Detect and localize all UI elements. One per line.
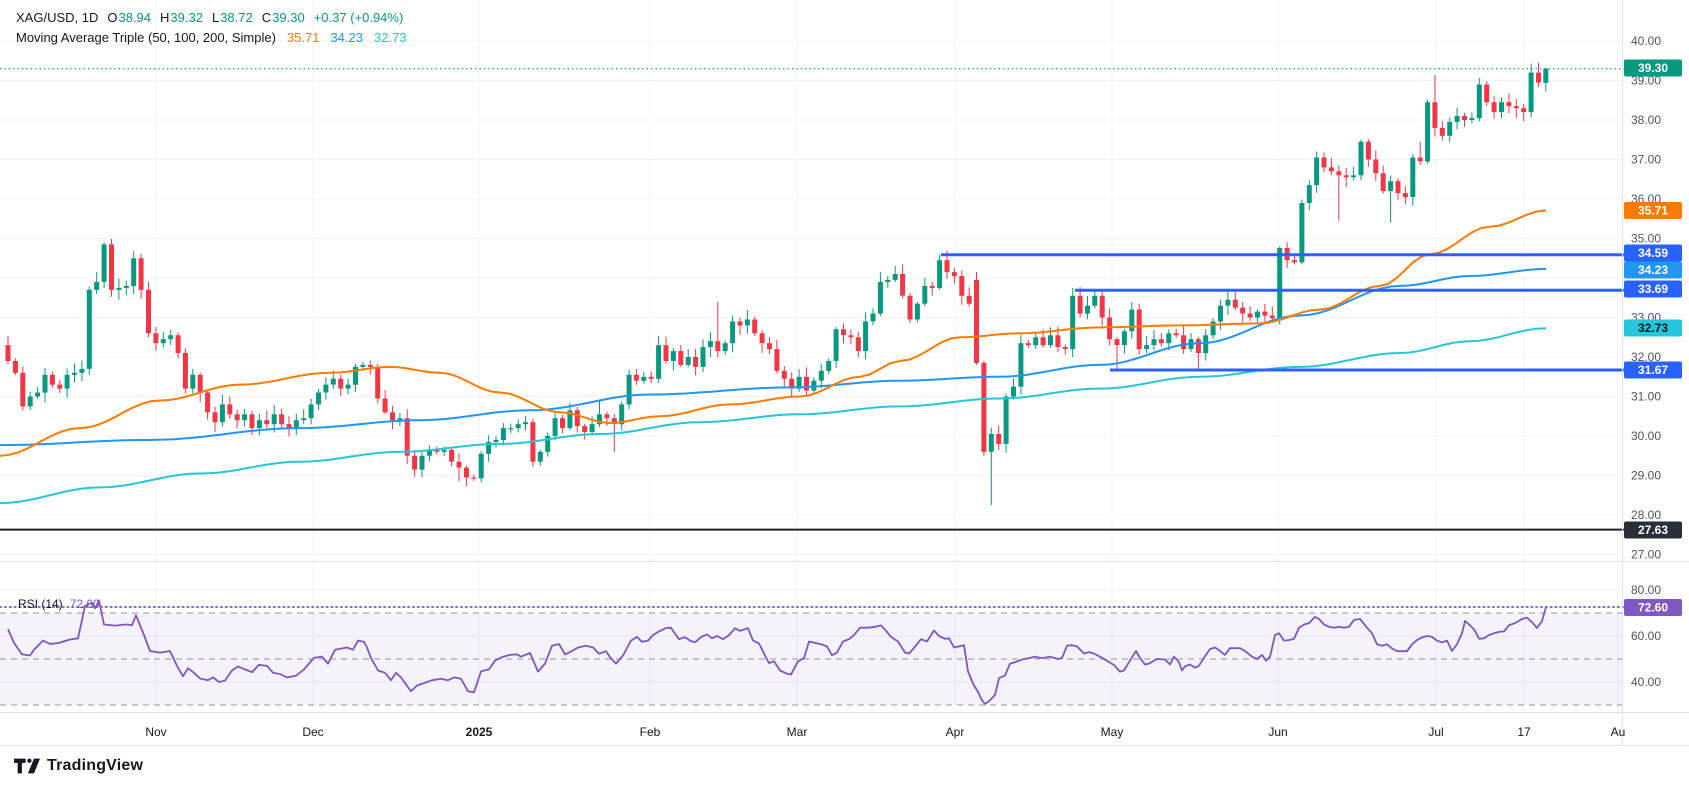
svg-text:Nov: Nov <box>145 725 166 739</box>
svg-text:34.23: 34.23 <box>1638 263 1668 277</box>
svg-text:40.00: 40.00 <box>1631 34 1661 48</box>
ohlc-key: C <box>261 10 272 25</box>
ohlc-key: O <box>107 10 118 25</box>
symbol-row: XAG/USD, 1D O38.94 H39.32 L38.72 C39.30 +0.37… <box>16 8 407 28</box>
svg-text:17: 17 <box>1517 725 1531 739</box>
svg-text:May: May <box>1101 725 1124 739</box>
svg-text:40.00: 40.00 <box>1631 675 1661 689</box>
rsi-line <box>7 599 1547 705</box>
svg-text:30.00: 30.00 <box>1631 429 1661 443</box>
svg-text:Jun: Jun <box>1268 725 1287 739</box>
time-axis[interactable]: Nov Dec 2025 Feb Mar Apr May Jun Jul 17 Au <box>145 725 1625 739</box>
candles[interactable] <box>5 62 1549 506</box>
svg-text:Mar: Mar <box>787 725 808 739</box>
svg-text:39.30: 39.30 <box>1638 61 1668 75</box>
ma200-line <box>0 327 1547 505</box>
ohlc-key: H <box>160 10 170 25</box>
change-value: +0.37 (+0.94%) <box>313 10 404 25</box>
svg-text:39.00: 39.00 <box>1631 74 1661 88</box>
svg-text:60.00: 60.00 <box>1631 629 1661 643</box>
svg-text:32.73: 32.73 <box>1638 321 1668 335</box>
ma50-line <box>0 209 1547 457</box>
svg-text:27.63: 27.63 <box>1638 523 1668 537</box>
svg-text:Au: Au <box>1611 725 1626 739</box>
svg-text:29.00: 29.00 <box>1631 469 1661 483</box>
svg-text:34.59: 34.59 <box>1638 246 1668 260</box>
rsi-indicator-label[interactable]: RSI (14) 72.60 <box>18 597 100 611</box>
ma-value: 35.71 <box>286 30 320 45</box>
tradingview-logo-text: TradingView <box>47 757 144 774</box>
ma-value: 32.73 <box>374 30 407 45</box>
grid-horizontal-price <box>0 40 1622 555</box>
svg-text:28.00: 28.00 <box>1631 508 1661 522</box>
ma-indicator-row: Moving Average Triple (50, 100, 200, Sim… <box>16 28 407 48</box>
svg-text:72.60: 72.60 <box>1638 601 1668 615</box>
svg-text:31.67: 31.67 <box>1638 363 1668 377</box>
tradingview-logo[interactable]: TradingView <box>14 757 143 775</box>
svg-text:27.00: 27.00 <box>1631 548 1661 562</box>
svg-text:32.00: 32.00 <box>1631 350 1661 364</box>
ohlc-key: L <box>211 10 220 25</box>
svg-text:35.00: 35.00 <box>1631 232 1661 246</box>
rsi-value: 72.60 <box>69 597 100 611</box>
rsi-name: RSI (14) <box>18 597 63 611</box>
ohlc-value: 38.94 <box>118 10 152 25</box>
svg-text:35.71: 35.71 <box>1638 204 1668 218</box>
svg-text:2025: 2025 <box>466 725 493 739</box>
svg-text:37.00: 37.00 <box>1631 153 1661 167</box>
grid-horizontal-rsi <box>0 589 1622 683</box>
svg-text:Feb: Feb <box>640 725 661 739</box>
ohlc-value: 38.72 <box>220 10 253 25</box>
ma-value: 34.23 <box>330 30 363 45</box>
tradingview-logo-icon <box>14 758 40 774</box>
svg-text:Apr: Apr <box>946 725 965 739</box>
ohlc-value: 39.32 <box>170 10 203 25</box>
legend: XAG/USD, 1D O38.94 H39.32 L38.72 C39.30 +0.37… <box>16 8 407 48</box>
price-axis-badges: 39.30 35.71 34.59 34.23 33.69 32.73 31.67 27.63… <box>1624 59 1682 616</box>
symbol-title[interactable]: XAG/USD, 1D <box>16 10 99 25</box>
svg-text:31.00: 31.00 <box>1631 390 1661 404</box>
svg-text:33.69: 33.69 <box>1638 282 1668 296</box>
ohlc-values: O38.94 H39.32 L38.72 C39.30 <box>98 10 304 25</box>
ma-values: 35.71 34.23 32.73 <box>276 30 407 45</box>
ma-indicator-title[interactable]: Moving Average Triple (50, 100, 200, Sim… <box>16 30 276 45</box>
svg-text:38.00: 38.00 <box>1631 113 1661 127</box>
svg-text:Jul: Jul <box>1428 725 1443 739</box>
svg-text:80.00: 80.00 <box>1631 583 1661 597</box>
svg-text:Dec: Dec <box>302 725 323 739</box>
ohlc-value: 39.30 <box>272 10 305 25</box>
rsi-band <box>0 613 1622 705</box>
grid-vertical <box>155 0 1619 712</box>
